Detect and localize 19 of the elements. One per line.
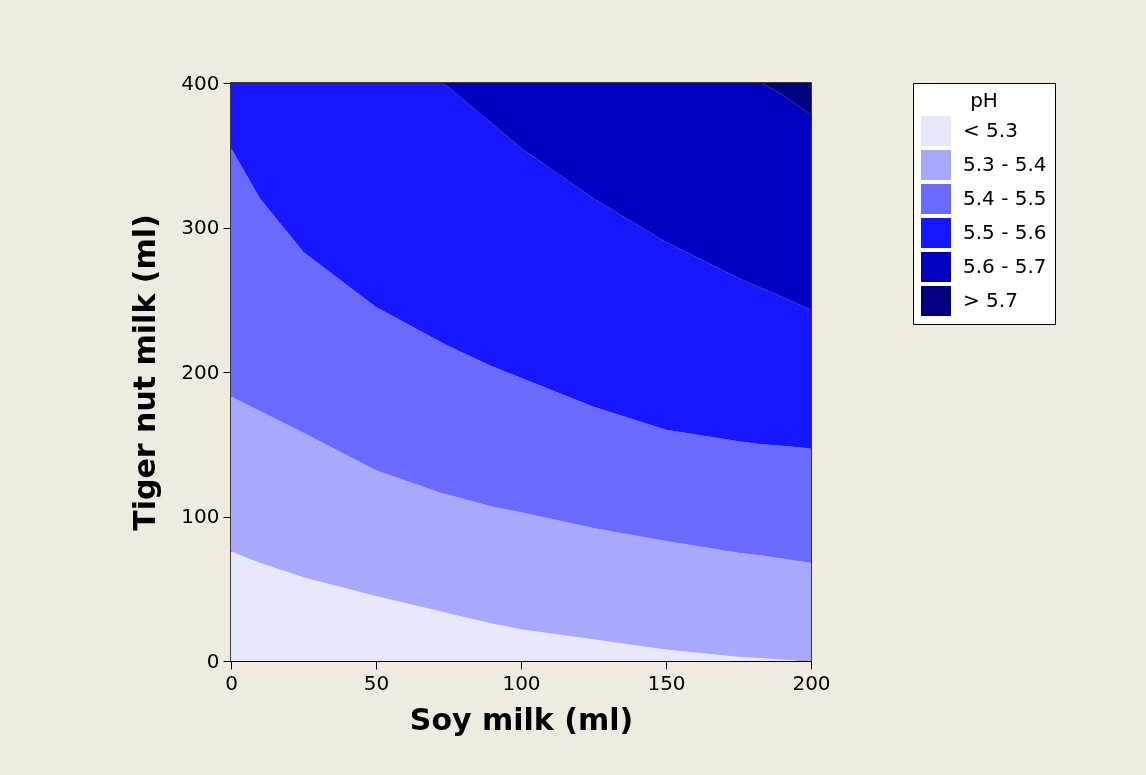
y-tick-label: 100 xyxy=(181,504,220,528)
y-tick-label: 400 xyxy=(181,70,220,95)
x-tick-label: 150 xyxy=(647,670,686,695)
y-tick-label: 200 xyxy=(181,359,220,384)
x-axis-title: Soy milk (ml) xyxy=(409,701,634,737)
y-axis-title: Tiger nut milk (ml) xyxy=(127,214,163,531)
x-tick-label: 0 xyxy=(225,670,238,695)
x-tick-label: 200 xyxy=(792,670,831,695)
legend-label: 5.5 - 5.6 xyxy=(963,220,1047,244)
legend-label: 5.3 - 5.4 xyxy=(963,152,1047,176)
legend-title: pH xyxy=(970,88,998,112)
y-tick-label: 300 xyxy=(181,215,220,239)
legend-label: > 5.7 xyxy=(963,288,1018,312)
legend-label: 5.4 - 5.5 xyxy=(963,186,1047,210)
legend-label: < 5.3 xyxy=(963,118,1018,142)
x-tick-label: 50 xyxy=(363,670,390,695)
legend-label: 5.6 - 5.7 xyxy=(963,254,1047,278)
y-tick-label: 0 xyxy=(206,648,220,673)
x-tick-label: 100 xyxy=(502,670,541,695)
